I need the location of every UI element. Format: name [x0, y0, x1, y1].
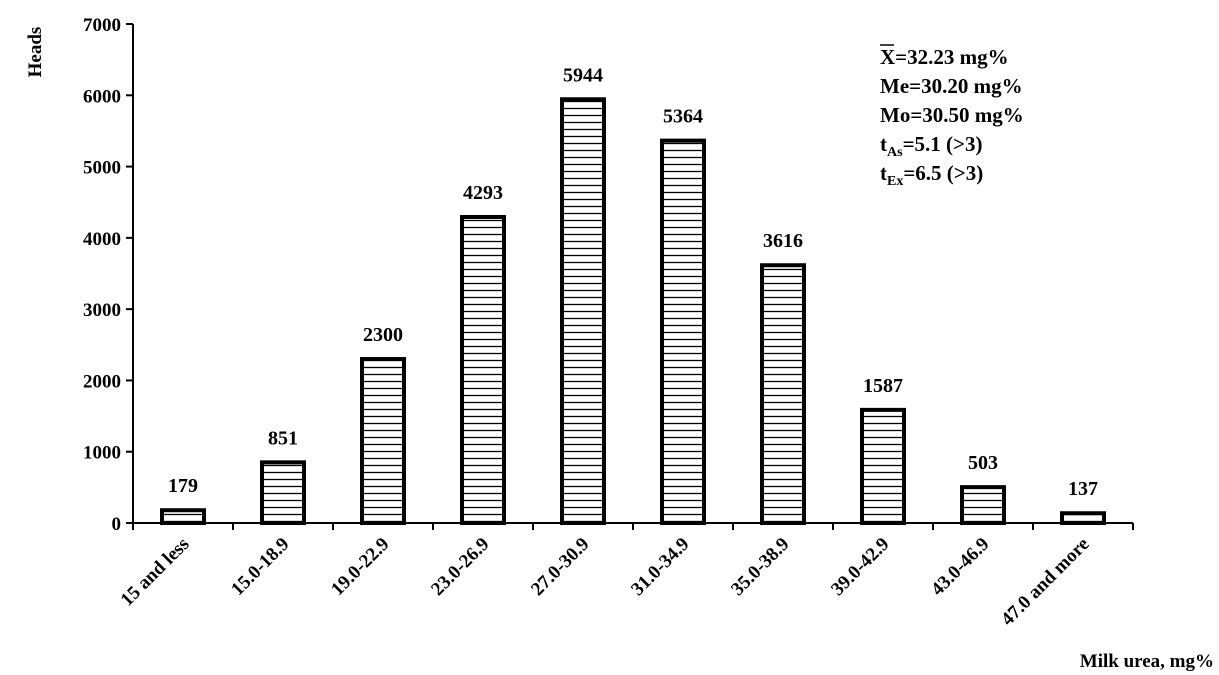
category-label: 19.0-22.9	[327, 534, 393, 600]
bar	[1060, 511, 1106, 526]
bar	[260, 460, 306, 525]
category-labels: 15 and less 15.0-18.9 19.0-22.9 23.0-26.9 27…	[117, 534, 1094, 630]
data-label: 5944	[563, 64, 603, 86]
y-tick-label: 5000	[83, 158, 121, 179]
value-labels: 179 851 2300 4293 5944 5364 3616 1587 503 137	[168, 64, 1098, 500]
stat-mode: Mo=30.50 mg%	[880, 103, 1024, 127]
category-label: 35.0-38.9	[727, 534, 793, 600]
y-tick-label: 3000	[83, 300, 121, 321]
bar	[660, 138, 706, 525]
stat-excess: tEx=6.5 (>3)	[880, 161, 983, 189]
data-label: 179	[168, 475, 198, 497]
category-label: 47.0 and more	[997, 534, 1093, 630]
category-label: 31.0-34.9	[627, 534, 693, 600]
bar	[860, 407, 906, 525]
data-label: 4293	[463, 182, 503, 204]
bar	[560, 97, 606, 526]
y-ticks: 0 1000 2000 3000 4000 5000 6000 7000	[83, 15, 133, 535]
y-tick-label: 0	[112, 514, 122, 535]
y-tick-label: 4000	[83, 229, 121, 250]
data-label: 1587	[863, 375, 903, 397]
x-axis-title: Milk urea, mg%	[1080, 651, 1214, 672]
data-label: 2300	[363, 324, 403, 346]
bar	[760, 263, 806, 525]
stat-asym: tAs=5.1 (>3)	[880, 132, 982, 160]
bar	[360, 357, 406, 525]
stat-median: Me=30.20 mg%	[880, 74, 1023, 98]
y-axis-title: Heads	[25, 27, 46, 78]
category-label: 15 and less	[117, 534, 194, 611]
y-tick-label: 6000	[83, 86, 121, 107]
stat-mean: X=32.23 mg%	[880, 45, 1009, 69]
y-tick-label: 1000	[83, 443, 121, 464]
data-label: 503	[968, 452, 998, 474]
data-label: 851	[268, 427, 298, 449]
bars	[160, 97, 1106, 526]
y-tick-label: 2000	[83, 371, 121, 392]
statistics-annotation: X=32.23 mg% Me=30.20 mg% Mo=30.50 mg% tAs=5…	[880, 44, 1024, 189]
category-label: 23.0-26.9	[427, 534, 493, 600]
x-ticks	[132, 523, 1134, 530]
bar	[160, 508, 206, 526]
y-tick-label: 7000	[83, 15, 121, 36]
category-label: 39.0-42.9	[827, 534, 893, 600]
bar	[460, 214, 506, 525]
category-label: 15.0-18.9	[227, 534, 293, 600]
bar	[960, 485, 1006, 525]
data-label: 3616	[763, 230, 803, 252]
data-label: 137	[1068, 478, 1098, 500]
category-label: 27.0-30.9	[527, 534, 593, 600]
category-label: 43.0-46.9	[927, 534, 993, 600]
data-label: 5364	[663, 106, 703, 128]
